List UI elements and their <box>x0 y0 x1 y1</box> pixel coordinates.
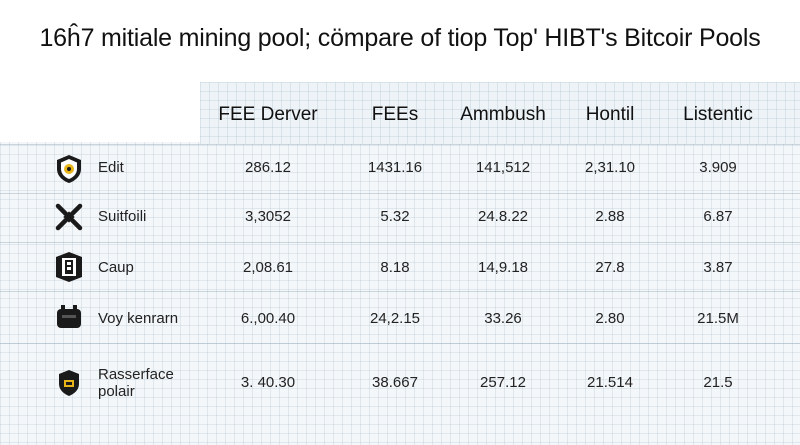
table-cell: 3,3052 <box>245 208 291 225</box>
row-divider <box>0 343 800 344</box>
row-divider <box>0 291 800 292</box>
table-cell: 3.909 <box>699 159 737 176</box>
table-cell: 38.667 <box>372 374 418 391</box>
hardware-icon <box>57 305 81 328</box>
table-cell: 141,512 <box>475 159 531 176</box>
table-header <box>200 82 800 144</box>
crossed-tools-icon <box>55 203 83 231</box>
column-header[interactable]: Ammbush <box>460 104 546 125</box>
table-cell: 257.12 <box>480 374 526 391</box>
row-divider <box>0 242 800 243</box>
table-cell: 27.8 <box>595 259 625 276</box>
row-divider <box>0 144 800 145</box>
table-cell: 21.514 <box>587 374 633 391</box>
table-cell: 2,08.61 <box>242 259 294 276</box>
table-cell: 33.26 <box>484 310 522 327</box>
column-header[interactable]: FEEs <box>371 104 419 125</box>
shield-icon <box>57 155 81 183</box>
column-header[interactable]: Hontil <box>585 104 635 125</box>
table-cell: 286.12 <box>245 159 291 176</box>
row-label: Caup <box>98 259 134 276</box>
table-cell: 21.5M <box>697 310 739 327</box>
table-cell: 1431.16 <box>367 159 423 176</box>
row-label: Suitfoili <box>98 208 147 225</box>
table-cell: 6.,00.40 <box>240 310 296 327</box>
table-cell: 3. 40.30 <box>240 374 296 391</box>
table-cell: 2.88 <box>595 208 625 225</box>
table-cell: 21.5 <box>703 374 733 391</box>
table-cell: 3.87 <box>703 259 733 276</box>
table-corner <box>0 82 200 142</box>
row-label: Voy kenrarn <box>98 310 179 327</box>
shield-small-icon <box>59 370 79 396</box>
page-title: 16ĥ7 mitiale mining pool; cömpare of tio… <box>39 24 761 52</box>
badge-icon <box>56 252 82 282</box>
table-cell: 14,9.18 <box>477 259 529 276</box>
row-divider <box>0 193 800 194</box>
row-label: Rasserface polair <box>98 366 174 400</box>
row-label: Edit <box>98 159 124 176</box>
column-header[interactable]: Listentic <box>683 104 753 125</box>
table-cell: 5.32 <box>380 208 410 225</box>
column-header[interactable]: FEE Derver <box>218 104 318 125</box>
table-cell: 24,2.15 <box>369 310 421 327</box>
table-cell: 6.87 <box>703 208 733 225</box>
table-cell: 2,31.10 <box>584 159 636 176</box>
table-cell: 8.18 <box>380 259 410 276</box>
table-cell: 2.80 <box>595 310 625 327</box>
table-cell: 24.8.22 <box>477 208 529 225</box>
